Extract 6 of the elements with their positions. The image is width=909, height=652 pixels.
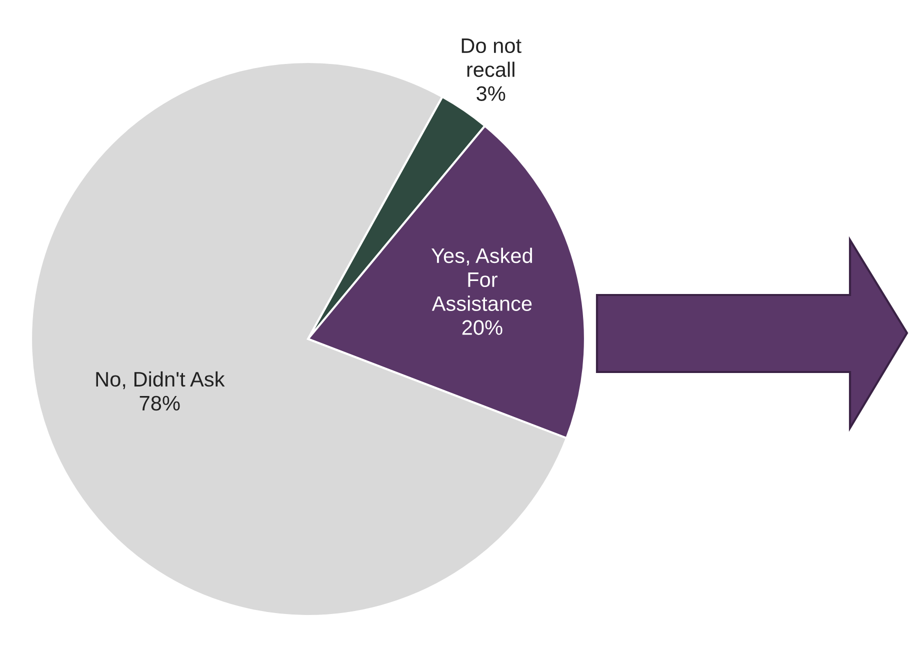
slice-label: No, Didn't Ask [96, 371, 225, 390]
slice-label: Do not recall [462, 38, 522, 78]
data-label: 3% [476, 86, 506, 101]
data-label: 20% [462, 320, 502, 335]
slice-label: Yes, Asked For Assistance [431, 248, 532, 311]
data-label: 78% [140, 396, 180, 411]
